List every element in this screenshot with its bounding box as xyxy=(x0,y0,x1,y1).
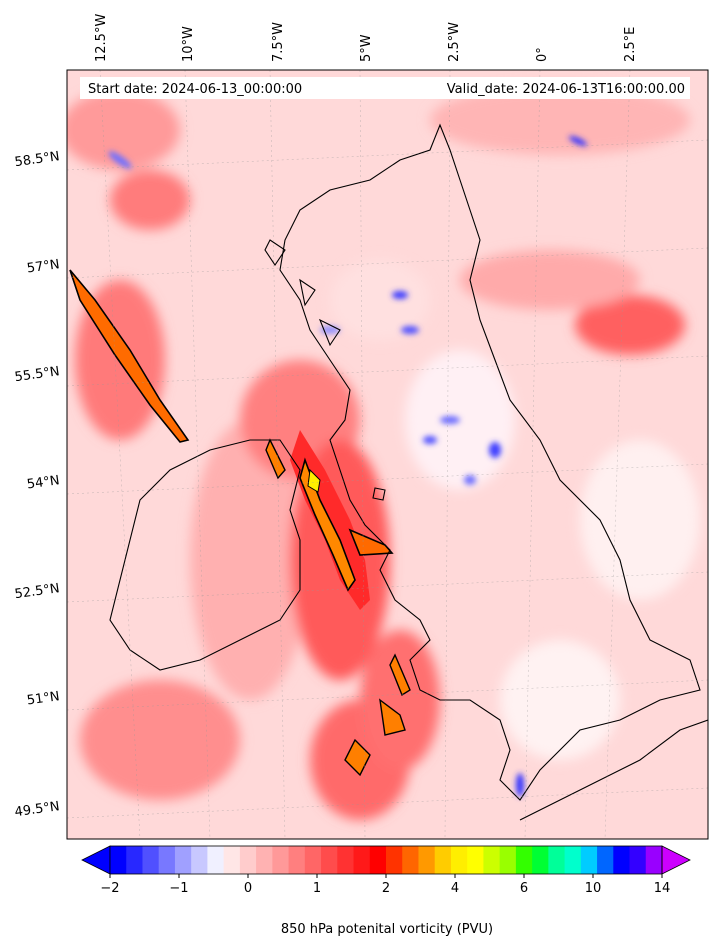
colorbar-swatch xyxy=(158,846,176,874)
colorbar-swatch xyxy=(142,846,160,874)
longitude-labels: 12.5°W 10°W 7.5°W 5°W 2.5°W 0° 2.5°E xyxy=(94,14,638,62)
colorbar-tick-label: 0 xyxy=(244,881,252,896)
lon-label: 10°W xyxy=(181,26,196,62)
colorbar-swatch xyxy=(191,846,208,874)
colorbar-swatch xyxy=(450,846,468,874)
colorbar-swatch xyxy=(499,846,517,874)
colorbar-swatch xyxy=(369,846,387,874)
valid-date-label: Valid_date: 2024-06-13T16:00:00.00 xyxy=(447,82,685,97)
colorbar-swatch xyxy=(239,846,257,874)
lon-label: 2.5°E xyxy=(623,27,638,62)
colorbar-swatch xyxy=(645,846,663,874)
colorbar-swatch xyxy=(434,846,452,874)
coastline-ireland xyxy=(109,439,301,671)
negative-pv-streaks xyxy=(108,135,588,797)
colorbar-swatch xyxy=(126,846,143,874)
colorbar-swatch xyxy=(580,846,598,874)
gridlines xyxy=(67,70,708,839)
coastline-france xyxy=(519,719,708,821)
colorbar-tick-label: 10 xyxy=(585,881,602,896)
colorbar-swatch xyxy=(564,846,582,874)
colorbar-tick-label: 6 xyxy=(520,881,528,896)
lat-label: 51°N xyxy=(26,689,61,708)
colorbar-swatch xyxy=(304,846,322,874)
colorbar-ticks: −2 −1 0 1 2 4 6 10 14 xyxy=(100,874,670,896)
colorbar-tick-label: 14 xyxy=(654,881,671,896)
lat-label: 54°N xyxy=(26,473,61,492)
start-date-label: Start date: 2024-06-13_00:00:00 xyxy=(88,82,302,97)
colorbar-swatch xyxy=(174,846,192,874)
lat-label: 52.5°N xyxy=(14,581,61,602)
colorbar-swatch xyxy=(288,846,306,874)
lon-label: 0° xyxy=(535,47,550,62)
lon-label: 12.5°W xyxy=(94,14,109,62)
colorbar-swatch xyxy=(272,846,290,874)
colorbar-swatch xyxy=(402,846,419,874)
coastlines xyxy=(109,123,708,821)
colorbar-swatch xyxy=(532,846,549,874)
lon-label: 7.5°W xyxy=(271,22,286,62)
colorbar-swatch xyxy=(386,846,403,874)
colorbar-tick-label: 2 xyxy=(382,881,390,896)
lon-label: 2.5°W xyxy=(447,22,462,62)
colorbar-swatch xyxy=(256,846,273,874)
colorbar-swatch xyxy=(110,846,127,874)
lat-label: 55.5°N xyxy=(14,364,61,385)
colorbar-swatch xyxy=(337,846,355,874)
colorbar-label: 850 hPa potenital vorticity (PVU) xyxy=(281,922,493,937)
lat-label: 49.5°N xyxy=(14,799,61,820)
colorbar-under-arrow xyxy=(81,845,111,875)
colorbar-swatch xyxy=(223,846,241,874)
colorbar-swatch xyxy=(548,846,566,874)
colorbar-swatch xyxy=(629,846,647,874)
colorbar-swatch xyxy=(353,846,371,874)
coastline-hebrides xyxy=(264,239,341,347)
lat-label: 58.5°N xyxy=(14,149,61,170)
colorbar-tick-label: 4 xyxy=(451,881,459,896)
colorbar-swatch xyxy=(467,846,484,874)
coastline-isle-of-man xyxy=(372,487,386,501)
colorbar-swatch xyxy=(613,846,631,874)
colorbar-swatch xyxy=(515,846,533,874)
coastline-great-britain xyxy=(279,123,701,801)
colorbar-tick-label: −2 xyxy=(100,881,119,896)
colorbar-swatch xyxy=(483,846,501,874)
colorbar-swatch xyxy=(597,846,614,874)
lat-label: 57°N xyxy=(26,257,61,276)
colorbar-swatch xyxy=(321,846,338,874)
colorbar-over-arrow xyxy=(661,845,691,875)
colorbar-tick-label: −1 xyxy=(169,881,188,896)
colorbar xyxy=(81,845,691,875)
colorbar-swatch xyxy=(207,846,225,874)
map-frame xyxy=(66,69,709,840)
title-box xyxy=(80,77,690,99)
latitude-labels: 58.5°N 57°N 55.5°N 54°N 52.5°N 51°N 49.5… xyxy=(14,149,61,820)
positive-pv-band xyxy=(69,269,411,777)
colorbar-swatch xyxy=(418,846,436,874)
lon-label: 5°W xyxy=(359,34,374,62)
colorbar-tick-label: 1 xyxy=(313,881,321,896)
map-panel xyxy=(67,70,708,839)
